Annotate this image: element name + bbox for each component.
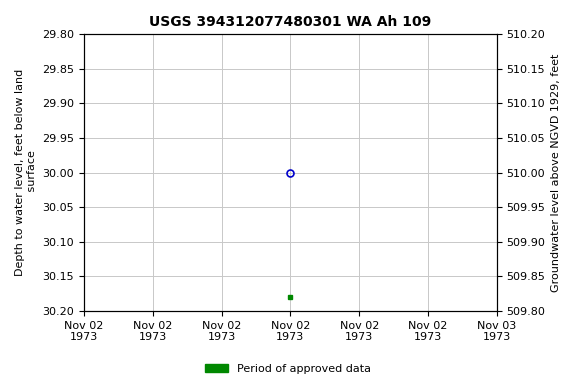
Y-axis label: Groundwater level above NGVD 1929, feet: Groundwater level above NGVD 1929, feet (551, 53, 561, 292)
Title: USGS 394312077480301 WA Ah 109: USGS 394312077480301 WA Ah 109 (149, 15, 431, 29)
Y-axis label: Depth to water level, feet below land
 surface: Depth to water level, feet below land su… (15, 69, 37, 276)
Legend: Period of approved data: Period of approved data (201, 359, 375, 379)
